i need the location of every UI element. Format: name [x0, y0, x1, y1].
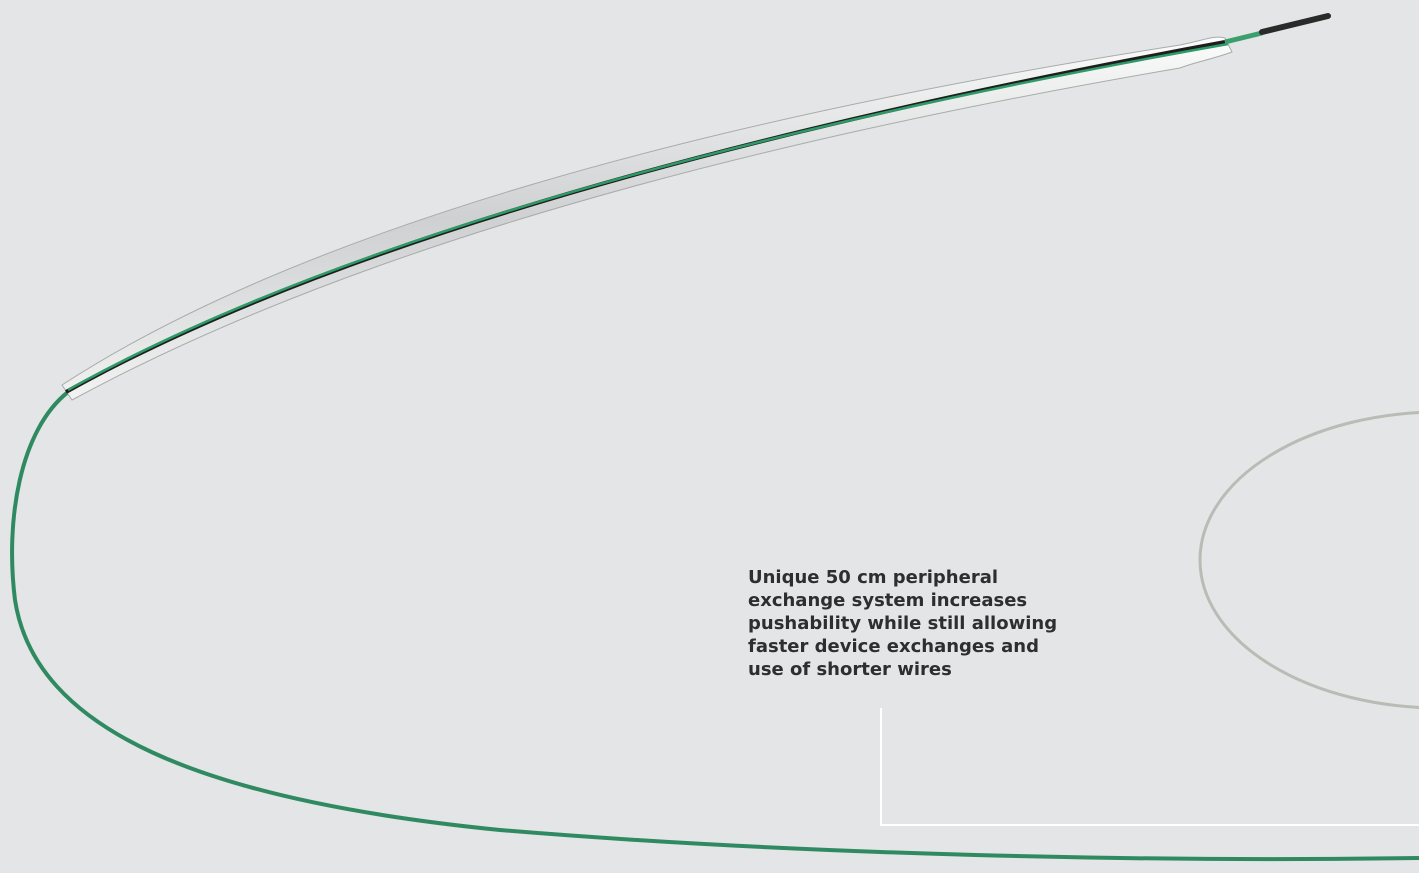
shaft-green [67, 42, 1229, 392]
shaft-dark [65, 40, 1226, 394]
callout-line-text: Unique 50 cm peripheral [748, 567, 999, 588]
callout-line [880, 708, 1419, 826]
balloon [61, 36, 1233, 401]
tip-dark [1259, 13, 1331, 35]
callout-line-text: exchange system increases [748, 590, 1028, 611]
callout-line-text: pushability while still allowing [748, 613, 1058, 634]
tip-green [1224, 30, 1263, 45]
callout-line-text: faster device exchanges and [748, 636, 1039, 657]
callout-line-text: use of shorter wires [748, 659, 952, 680]
green-wire [10, 390, 1419, 862]
callout-text: Unique 50 cm peripheral exchange system i… [748, 566, 1078, 681]
gray-wire-loop [1198, 411, 1419, 709]
